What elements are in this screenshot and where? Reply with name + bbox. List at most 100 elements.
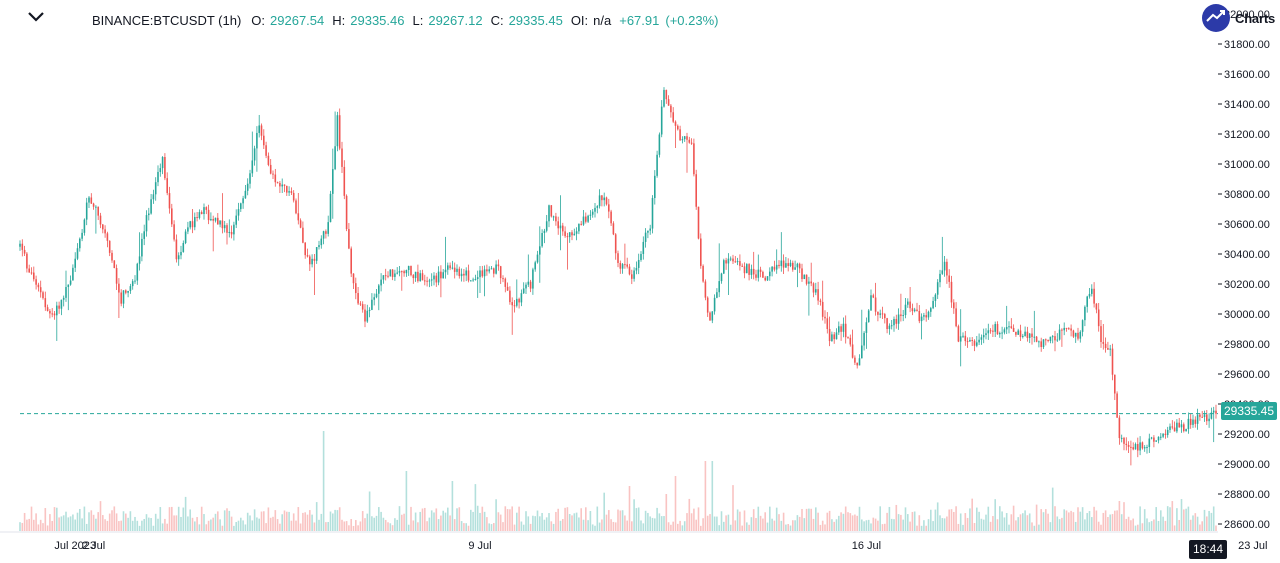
candle xyxy=(559,195,562,251)
candle xyxy=(267,152,270,167)
candle xyxy=(463,268,465,282)
candle xyxy=(916,302,918,312)
volume-bar xyxy=(909,521,911,531)
candle xyxy=(582,210,585,226)
candle xyxy=(927,310,930,320)
volume-bar xyxy=(403,513,405,531)
volume-bar xyxy=(279,523,281,531)
volume-bar xyxy=(228,510,231,531)
volume-bar xyxy=(131,520,134,531)
volume-bar xyxy=(306,514,309,531)
candle xyxy=(387,271,389,279)
price-tick-label: 31200.00 xyxy=(1224,129,1270,141)
volume-bar xyxy=(246,512,249,531)
candle xyxy=(467,264,470,283)
volume-bar xyxy=(1079,511,1082,531)
volume-bar xyxy=(189,509,191,531)
volume-bar xyxy=(1074,521,1077,531)
candle xyxy=(969,337,971,343)
volume-bar xyxy=(263,511,265,531)
candle xyxy=(148,207,150,221)
time-tick-label: Jul 2023 xyxy=(54,540,96,552)
candle xyxy=(198,209,201,220)
volume-bar xyxy=(104,519,106,531)
candle xyxy=(812,282,815,298)
volume-bar xyxy=(336,510,339,531)
symbol-label[interactable]: BINANCE:BTCUSDT (1h) xyxy=(92,12,242,28)
candle xyxy=(766,276,769,282)
volume-bar xyxy=(401,514,403,531)
candle xyxy=(651,195,654,234)
candle xyxy=(1038,340,1040,348)
volume-bar xyxy=(49,514,51,531)
candle xyxy=(233,221,235,241)
volume-bar xyxy=(145,514,148,531)
candle xyxy=(288,186,290,196)
volume-bar xyxy=(260,511,263,531)
chart-badge[interactable] xyxy=(1202,4,1230,32)
volume-bar xyxy=(762,518,764,531)
volume-bar xyxy=(472,511,474,531)
candle xyxy=(778,260,780,269)
price-tick-label: 29200.00 xyxy=(1224,429,1270,441)
candle xyxy=(679,125,681,142)
volume-bar xyxy=(1072,512,1075,531)
candle xyxy=(992,324,994,337)
candle xyxy=(755,269,757,281)
candle xyxy=(380,273,382,292)
volume-bar xyxy=(1056,516,1059,531)
candle xyxy=(716,288,718,299)
candle xyxy=(513,300,516,313)
candle xyxy=(617,250,619,268)
candle xyxy=(815,282,817,296)
candle xyxy=(608,198,610,219)
volume-bar xyxy=(371,516,373,531)
collapse-legend-button[interactable] xyxy=(22,6,50,32)
candle xyxy=(656,150,658,178)
candle xyxy=(854,355,856,365)
volume-bar xyxy=(467,525,470,531)
candle xyxy=(1049,336,1052,344)
volume-bar xyxy=(858,506,861,531)
candle xyxy=(849,334,852,347)
candle xyxy=(320,235,323,249)
candle xyxy=(552,215,555,221)
volume-bar xyxy=(720,511,723,531)
volume-bar xyxy=(787,524,789,531)
volume-bar xyxy=(679,520,681,531)
candle xyxy=(773,260,776,272)
volume-bar xyxy=(497,512,500,531)
candle xyxy=(1130,440,1132,466)
candle xyxy=(877,311,879,322)
candle xyxy=(412,274,415,284)
candle xyxy=(1153,435,1155,448)
candle xyxy=(79,237,81,252)
volume-bar xyxy=(387,522,389,531)
candle xyxy=(472,277,474,282)
candle xyxy=(971,337,973,347)
volume-bar xyxy=(182,507,185,531)
candle xyxy=(1141,441,1144,450)
candle xyxy=(230,225,233,239)
price-axis[interactable]: 28600.0028800.0029000.0029200.0029400.00… xyxy=(1218,0,1280,563)
volume-bar xyxy=(154,513,157,531)
volume-bar xyxy=(957,523,960,531)
candle xyxy=(355,277,357,300)
candle xyxy=(1022,333,1024,339)
volume-bar xyxy=(743,510,746,531)
volume-bar xyxy=(334,509,336,531)
volume-bar xyxy=(92,514,95,531)
volume-bar xyxy=(134,516,136,531)
candle xyxy=(189,220,191,230)
candle xyxy=(706,296,709,317)
candle xyxy=(56,301,58,341)
candle xyxy=(782,254,785,274)
candle xyxy=(520,289,523,307)
volume-bar xyxy=(327,521,329,531)
volume-bar xyxy=(207,520,210,531)
volume-bar xyxy=(488,523,490,531)
candle xyxy=(1120,434,1123,443)
candle xyxy=(396,267,398,275)
